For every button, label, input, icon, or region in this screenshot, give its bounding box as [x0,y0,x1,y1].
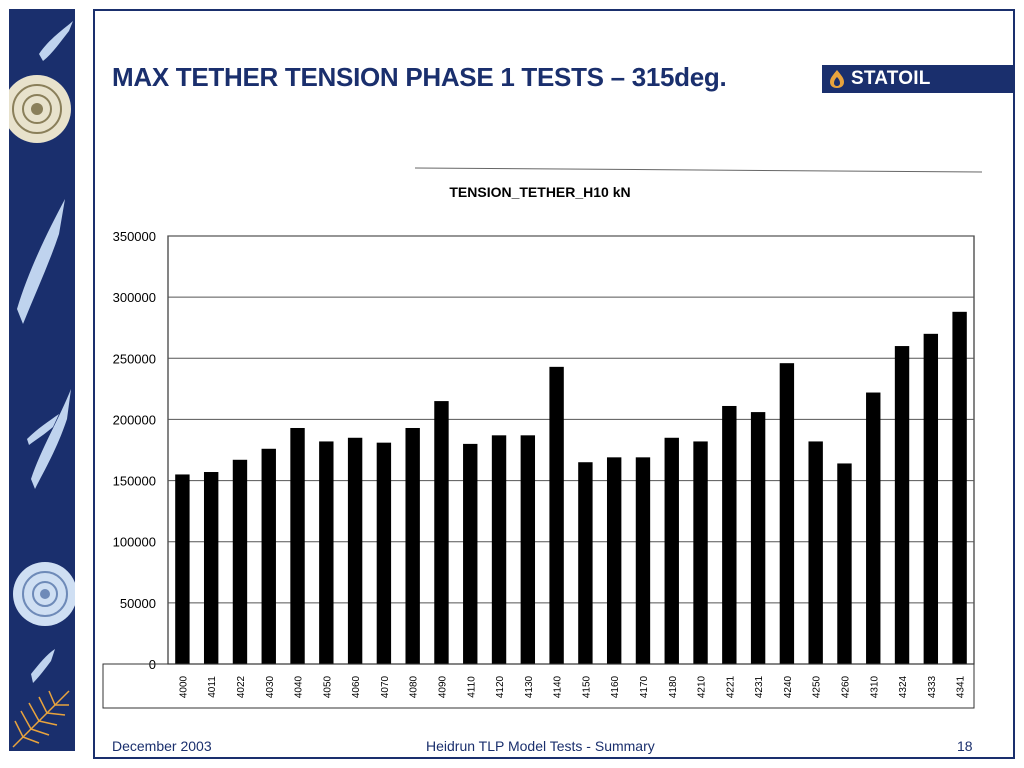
y-axis-ticks: 0500001000001500002000002500003000003500… [113,229,156,672]
footer-date: December 2003 [112,738,212,754]
tension-bar-chart: TENSION_TETHER_H10 kN 050000100000150000… [102,167,983,709]
bars [175,311,967,664]
x-tick-label: 4160 [610,675,621,698]
logo-text: STATOIL [851,68,931,89]
x-tick-label: 4130 [524,675,535,698]
x-tick-label: 4310 [869,675,880,698]
x-tick-label: 4140 [553,675,564,698]
x-tick-label: 4011 [207,676,218,698]
statoil-logo: STATOIL [822,65,1014,93]
y-tick-label: 50000 [120,596,156,611]
bar-4011 [203,472,219,664]
fern-icon [12,690,70,748]
decorative-sidebar [9,9,75,751]
x-tick-label: 4260 [840,675,851,698]
x-tick-label: 4221 [725,675,736,698]
x-tick-label: 4090 [437,675,448,698]
x-axis-ticks: 4000 4011 4022 4030 4040 4050 4060 4070 4080 4090… [178,675,966,698]
x-tick-label: 4150 [581,675,592,698]
bar-4000 [175,474,190,664]
fish-icon [39,21,73,61]
y-tick-label: 150000 [113,474,156,489]
bar-4250 [808,441,823,664]
category-label-box [102,663,975,709]
y-tick-label: 300000 [113,290,156,305]
x-tick-label: 4170 [639,675,650,698]
bar-4240 [779,363,795,664]
chart-title: TENSION_TETHER_H10 kN [449,184,630,200]
bar-4324 [894,346,910,664]
statoil-flame-icon [830,70,844,88]
y-tick-label: 100000 [113,535,156,550]
scan-edge-line [414,167,983,173]
bar-4040 [290,427,305,664]
bar-4060 [347,437,363,664]
x-tick-label: 4110 [466,676,477,698]
y-tick-label: 250000 [113,351,156,366]
x-tick-label: 4050 [322,675,333,698]
x-tick-label: 4333 [927,675,938,698]
ammonite-shell-icon [13,562,75,626]
bar-4180 [664,437,679,664]
x-tick-label: 4022 [236,675,247,698]
ammonite-shell-icon [9,75,71,143]
bar-4050 [319,441,334,664]
fish-icon [17,199,71,489]
bar-4231 [750,412,766,664]
x-tick-label: 4210 [697,675,708,698]
bar-4310 [866,392,881,664]
x-tick-label: 4180 [668,675,679,698]
x-tick-label: 4000 [178,675,189,698]
x-tick-label: 4324 [898,675,909,698]
bar-4221 [722,405,737,664]
bar-4090 [434,401,449,664]
x-tick-label: 4240 [783,675,794,698]
slide-title: MAX TETHER TENSION PHASE 1 TESTS – 315de… [112,62,727,92]
x-tick-label: 4070 [380,675,391,698]
bar-4333 [923,333,939,664]
x-tick-label: 4341 [956,675,967,698]
x-tick-label: 4250 [812,675,823,698]
x-tick-label: 4120 [495,675,506,698]
bar-4341 [952,311,967,664]
plot-area [167,235,975,665]
bar-4210 [693,441,708,664]
x-tick-label: 4040 [294,675,305,698]
bar-4160 [606,457,622,664]
bar-4260 [837,463,852,664]
page-number: 18 [957,738,973,754]
bar-4170 [635,457,651,664]
x-tick-label: 4030 [265,675,276,698]
bar-4110 [463,443,478,664]
x-tick-label: 4060 [351,675,362,698]
x-tick-label: 4231 [754,675,765,698]
slide-frame [93,9,1015,759]
bar-4070 [376,442,392,664]
fish-icon [31,649,55,683]
bar-4022 [232,459,248,664]
bar-4140 [549,366,564,664]
gridlines [168,235,974,604]
y-tick-label: 200000 [113,412,156,427]
bar-4130 [520,435,536,664]
y-tick-label: 350000 [113,229,156,244]
x-tick-label: 4080 [409,675,420,698]
bar-4030 [261,448,276,664]
bar-4150 [578,462,593,664]
footer-subtitle: Heidrun TLP Model Tests - Summary [426,738,655,754]
bar-4080 [405,427,420,664]
bar-4120 [491,435,507,664]
